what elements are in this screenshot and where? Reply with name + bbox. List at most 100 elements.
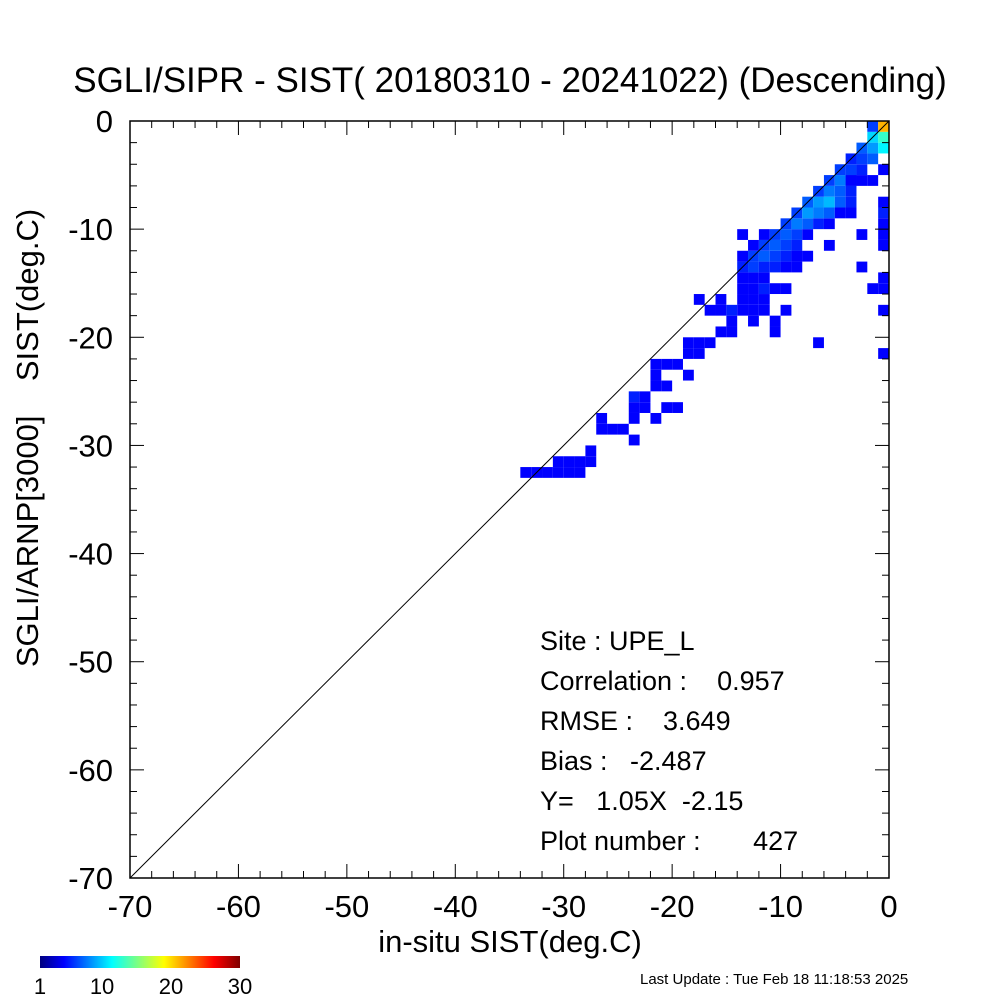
density-cell: [758, 272, 770, 284]
x-tick-label: -30: [541, 889, 586, 924]
density-cell: [823, 207, 835, 219]
chart-title: SGLI/SIPR - SIST( 20180310 - 20241022) (…: [73, 61, 947, 100]
density-cell: [845, 185, 857, 197]
density-cells: [520, 121, 889, 478]
colorbar-tick-labels: 1 10 20 30: [34, 974, 252, 999]
density-cell: [617, 423, 629, 435]
density-cell: [704, 304, 716, 316]
density-cell: [802, 207, 814, 219]
density-cell: [813, 218, 824, 230]
density-cell: [758, 250, 770, 262]
y-tick-label: -20: [68, 320, 113, 355]
density-cell: [769, 315, 781, 327]
density-cell: [813, 337, 824, 349]
density-cell: [737, 304, 749, 316]
density-cell: [856, 164, 868, 176]
density-cell: [878, 218, 889, 230]
density-cell: [780, 250, 792, 262]
plot-frame: [129, 120, 890, 879]
stats-correlation: Correlation : 0.957: [540, 666, 785, 696]
density-cell: [726, 315, 738, 327]
density-cell: [650, 380, 662, 392]
density-cell: [758, 261, 770, 273]
density-cell: [856, 261, 868, 273]
density-cell: [856, 153, 868, 165]
density-cell: [748, 294, 759, 305]
density-cell: [585, 456, 597, 468]
density-cell: [650, 412, 662, 424]
density-cell: [737, 229, 749, 240]
density-cell: [748, 315, 759, 327]
density-cell: [813, 207, 824, 219]
density-cell: [650, 358, 662, 370]
density-cell: [672, 402, 683, 413]
y-tick-label: -70: [68, 861, 113, 896]
density-cell: [878, 142, 889, 154]
x-tick-label: -50: [324, 889, 369, 924]
density-cell: [628, 391, 640, 403]
density-cell: [628, 434, 640, 446]
density-cell: [737, 250, 749, 262]
density-cell: [748, 261, 759, 273]
density-cell: [563, 467, 575, 478]
x-tick-label: -70: [108, 889, 153, 924]
one-to-one-line: [129, 120, 890, 879]
density-cell: [878, 283, 889, 295]
density-cell: [715, 304, 727, 316]
density-cell: [867, 121, 879, 132]
density-cell: [552, 456, 564, 468]
density-cell: [661, 380, 673, 392]
density-cell: [726, 304, 738, 316]
density-cell: [780, 304, 792, 316]
density-cell: [661, 402, 673, 413]
x-tick-label: -10: [758, 889, 803, 924]
density-cell: [856, 175, 868, 186]
density-cell: [780, 261, 792, 273]
density-cell: [758, 304, 770, 316]
colorbar-tick-label: 10: [90, 974, 114, 999]
colorbar-tick-label: 30: [228, 974, 252, 999]
density-cell: [845, 196, 857, 208]
density-cell: [682, 348, 694, 359]
density-cell: [737, 283, 749, 295]
density-cell: [693, 337, 705, 349]
density-cell: [878, 131, 889, 143]
density-cell: [672, 358, 683, 370]
axis-ticks: [129, 120, 890, 879]
density-cell: [596, 412, 608, 424]
density-cell: [574, 467, 586, 478]
density-cell: [834, 185, 846, 197]
density-cell: [748, 283, 759, 295]
stats-rmse: RMSE : 3.649: [540, 706, 731, 736]
x-axis-label: in-situ SIST(deg.C): [378, 924, 642, 959]
density-cell: [661, 358, 673, 370]
density-cell: [682, 369, 694, 381]
density-cell: [639, 402, 651, 413]
density-cell: [834, 175, 846, 186]
density-cell: [813, 196, 824, 208]
y-tick-label: -10: [68, 212, 113, 247]
density-cell: [791, 229, 803, 240]
density-cell: [878, 207, 889, 219]
x-tick-label: -40: [433, 889, 478, 924]
density-cell: [845, 175, 857, 186]
density-cell: [769, 250, 781, 262]
density-cell: [715, 326, 727, 338]
y-tick-label: -60: [68, 753, 113, 788]
x-tick-label: -20: [650, 889, 695, 924]
density-cell: [878, 196, 889, 208]
density-cell: [682, 337, 694, 349]
density-cell: [650, 369, 662, 381]
density-cell: [693, 294, 705, 305]
statistics-panel: Site : UPE_L Correlation : 0.957 RMSE : …: [540, 626, 798, 856]
density-cell: [823, 196, 835, 208]
last-update-text: Last Update : Tue Feb 18 11:18:53 2025: [640, 971, 908, 988]
density-cell: [878, 229, 889, 240]
density-cell: [802, 218, 814, 230]
density-cell: [542, 467, 553, 478]
density-cell: [791, 218, 803, 230]
x-tick-label: 0: [880, 889, 897, 924]
density-cell: [596, 423, 608, 435]
density-cell: [867, 283, 879, 295]
